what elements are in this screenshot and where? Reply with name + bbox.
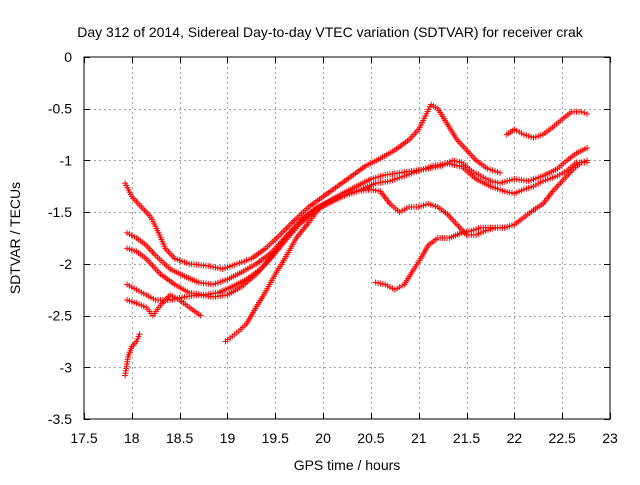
data-point bbox=[197, 312, 204, 319]
series-track-a2 bbox=[503, 108, 591, 141]
chart-title: Day 312 of 2014, Sidereal Day-to-day VTE… bbox=[77, 24, 583, 40]
x-tick-label: 21.5 bbox=[453, 430, 480, 446]
y-tick-label: -2.5 bbox=[48, 308, 72, 324]
x-tick-label: 19.5 bbox=[262, 430, 289, 446]
data-point bbox=[584, 110, 591, 117]
x-axis-label: GPS time / hours bbox=[294, 457, 401, 473]
y-tick-label: -3 bbox=[60, 359, 73, 375]
y-tick-label: -3.5 bbox=[48, 411, 72, 427]
x-tick-label: 20 bbox=[315, 430, 331, 446]
data-points bbox=[122, 101, 591, 379]
data-point bbox=[581, 109, 588, 116]
series-track-g bbox=[222, 203, 324, 345]
y-tick-label: -1 bbox=[60, 152, 73, 168]
x-tick-label: 18 bbox=[124, 430, 140, 446]
x-tick-label: 21 bbox=[411, 430, 427, 446]
y-tick-label: -0.5 bbox=[48, 101, 72, 117]
grid bbox=[84, 57, 610, 419]
series-track-a bbox=[122, 101, 504, 273]
series-track-b bbox=[124, 145, 591, 288]
y-axis-label: SDTVAR / TECUs bbox=[7, 182, 23, 294]
plot-frame bbox=[83, 56, 611, 420]
series-track-f bbox=[122, 331, 143, 379]
x-tick-label: 20.5 bbox=[357, 430, 384, 446]
data-point bbox=[497, 169, 504, 176]
y-tick-label: -2 bbox=[60, 256, 73, 272]
y-tick-label: 0 bbox=[64, 49, 72, 65]
series-track-h bbox=[372, 224, 508, 293]
y-tick-label: -1.5 bbox=[48, 204, 72, 220]
data-point bbox=[578, 159, 585, 166]
data-point bbox=[578, 108, 585, 115]
data-point bbox=[317, 203, 324, 210]
data-point bbox=[584, 157, 591, 164]
series-track-e bbox=[124, 291, 204, 319]
x-tick-label: 22 bbox=[507, 430, 523, 446]
x-tick-label: 22.5 bbox=[549, 430, 576, 446]
data-point bbox=[584, 145, 591, 152]
data-point bbox=[136, 331, 143, 338]
ticks: 17.5 18 18.5 19 19.5 20 20.5 21 21.5 22 22.5 23 0 -0.… bbox=[48, 49, 618, 446]
x-tick-label: 19 bbox=[220, 430, 236, 446]
x-tick-label: 17.5 bbox=[70, 430, 97, 446]
data-point bbox=[501, 224, 508, 231]
data-point bbox=[581, 158, 588, 165]
x-tick-label: 18.5 bbox=[166, 430, 193, 446]
series-track-d bbox=[124, 157, 591, 304]
x-tick-label: 23 bbox=[602, 430, 618, 446]
